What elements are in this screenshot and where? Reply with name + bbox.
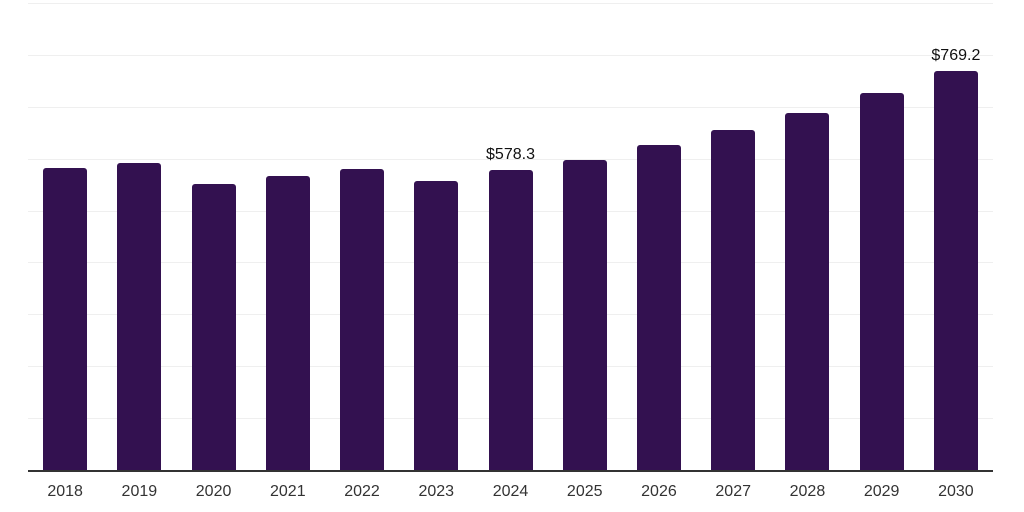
bar-2021 [265,175,310,470]
bar-2028 [785,113,830,470]
x-tick-label-2030: 2030 [938,483,974,500]
bar-2023 [414,180,459,470]
x-tick-label-2029: 2029 [863,483,900,500]
x-tick-label-2018: 2018 [47,483,83,500]
bar-2030 [933,70,978,470]
x-tick-label-2021: 2021 [270,483,306,500]
x-tick-label-2027: 2027 [715,483,751,500]
data-label-2030: $769.2 [931,46,981,64]
x-tick-label-2020: 2020 [195,483,232,500]
bar-2027 [711,130,756,470]
gridline [28,3,993,4]
gridline [28,54,993,56]
bar-2029 [859,93,904,470]
bar-2026 [636,145,681,470]
bar-2020 [191,184,236,470]
x-axis: 2018 2019 2020 2021 2022 2023 2024 2025 2026 2027… [28,483,993,505]
x-tick-label-2024: 2024 [492,483,529,500]
x-tick-label-2023: 2023 [418,483,455,500]
plot-area: $578.3 $769.2 [28,3,993,472]
x-tick-label-2025: 2025 [566,483,603,500]
gridline [28,158,993,160]
x-tick-label-2026: 2026 [641,483,677,500]
x-tick-label-2028: 2028 [789,483,826,500]
bar-2019 [117,162,162,470]
bar-2024 [488,169,533,470]
bar-2025 [562,159,607,470]
x-tick-label-2022: 2022 [344,483,380,500]
bar-2018 [43,168,88,470]
bar-2022 [340,168,385,470]
x-tick-label-2019: 2019 [121,483,158,500]
gridline [28,106,993,108]
data-label-2024: $578.3 [486,145,535,163]
